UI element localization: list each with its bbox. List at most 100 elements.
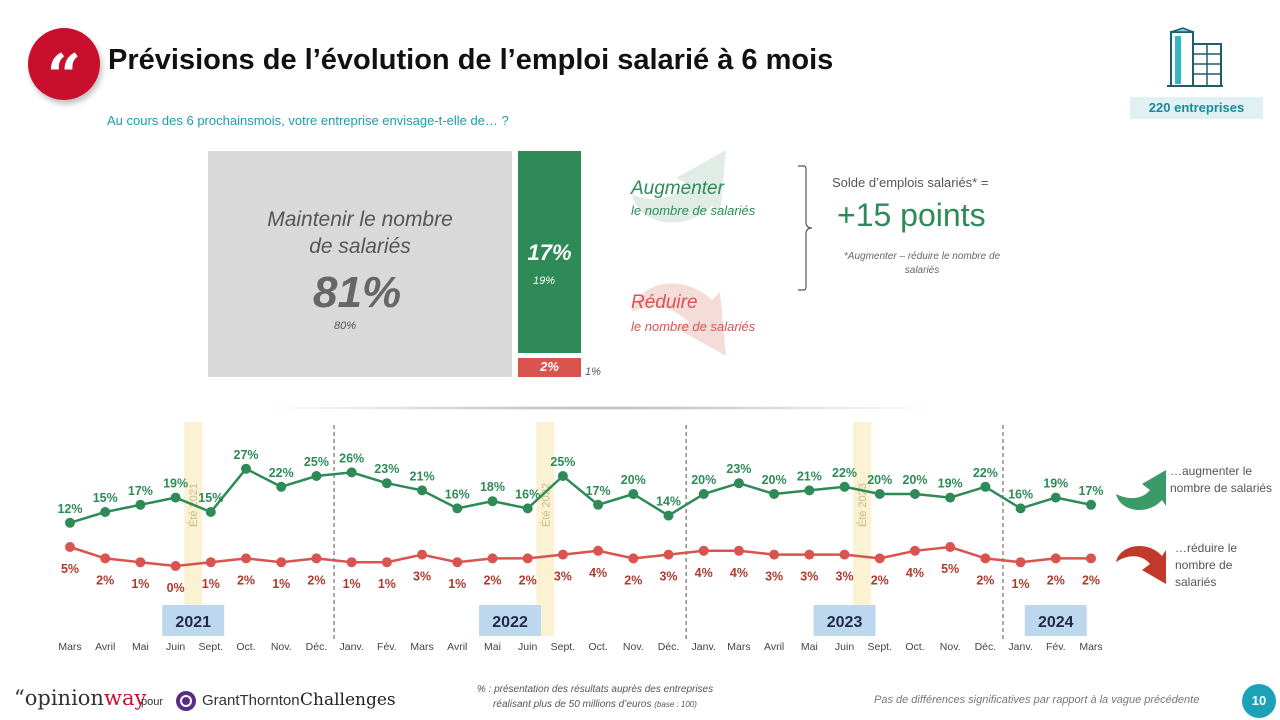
decrease-data-label: 1% [378,577,396,591]
decrease-line [69,545,1091,568]
increase-data-label: 16% [445,487,470,501]
decrease-data-label: 3% [413,570,431,584]
summer-label: Été 2023 [856,483,869,527]
increase-data-label: 20% [621,473,646,487]
summer-band [853,422,872,636]
month-tick-label: Avril [447,641,467,653]
increase-data-label: 19% [163,477,188,491]
decrease-data-label: 3% [659,570,677,584]
quote-glyph: “ [46,42,82,112]
decrease-point [311,553,322,564]
logo-way: way [103,686,147,710]
increase-point [1050,492,1061,503]
balance-label: Solde d’emplois salariés* = [832,175,989,190]
month-tick-label: Mars [1079,641,1102,653]
decrease-bar [518,358,581,377]
increase-data-label: 20% [762,473,787,487]
month-tick-label: Nov. [271,641,292,653]
month-tick-label: Avril [764,641,784,653]
decrease-point [804,549,815,560]
decrease-data-label: 2% [519,573,537,587]
increase-point [698,489,709,499]
decrease-point [628,553,639,564]
month-tick-label: Juin [166,641,185,653]
decrease-point [522,553,533,564]
maintain-label: Maintenir le nombre de salariés [208,206,512,260]
increase-point [628,489,639,499]
increase-data-label: 26% [339,451,364,465]
grant-thornton-logo: GrantThornton [202,692,300,709]
decrease-data-label: 1% [272,577,290,591]
legend-arrow-down-icon [1116,545,1166,584]
increase-point [135,499,146,510]
building-icon [1167,27,1223,87]
increase-data-label: 22% [973,466,998,480]
decrease-point [170,561,181,571]
month-tick-label: Sept. [867,641,892,653]
month-tick-label: Fév. [1046,641,1066,653]
increase-data-label: 20% [902,473,927,487]
increase-point [452,503,463,514]
decrease-point [1015,557,1026,568]
year-label: 2021 [175,614,211,631]
challenges-logo: Challenges [300,690,396,710]
month-tick-label: Sept. [551,641,576,653]
increase-point [276,481,287,492]
increase-point [909,489,920,499]
decrease-point [241,553,252,564]
decrease-data-label: 3% [800,570,818,584]
decrease-point [874,553,885,564]
decrease-point [1086,553,1096,564]
decrease-data-label: 2% [237,573,255,587]
logo-opinion: opinion [24,686,104,710]
decrease-data-label: 1% [343,577,361,591]
year-label: 2022 [492,614,528,631]
increase-data-label: 25% [550,455,575,469]
decrease-point [557,549,568,560]
increase-point [487,496,498,507]
decrease-data-label: 2% [483,573,501,587]
maintain-label-line1: Maintenir le nombre [267,208,453,231]
increase-point [769,489,780,499]
maintain-bar [208,151,512,377]
curved-arrow-down-icon [632,283,726,356]
increase-data-label: 25% [304,455,329,469]
month-tick-label: Déc. [975,641,997,653]
month-tick-label: Mars [58,641,81,653]
page-number: 10 [1242,684,1276,718]
increase-data-label: 17% [128,484,153,498]
footnote-line2: réalisant plus de 50 millions d’euros [493,699,652,710]
decrease-point [100,553,111,564]
increase-title: Augmenter [631,178,724,199]
summer-band [184,422,203,636]
decrease-point [205,557,216,568]
decrease-data-label: 1% [131,577,149,591]
decrease-data-label: 2% [624,573,642,587]
increase-value: 17% [527,240,572,265]
increase-data-label: 22% [832,466,857,480]
decrease-data-label: 3% [554,570,572,584]
increase-previous: 19% [533,275,556,287]
increase-data-label: 21% [410,469,435,483]
increase-line [69,467,1092,524]
page-title: Prévisions de l’évolution de l’emploi sa… [108,44,834,76]
increase-point [663,510,674,521]
logo-quote: “ [14,686,25,710]
month-tick-label: Avril [95,641,115,653]
increase-data-label: 19% [938,477,963,491]
month-tick-label: Nov. [940,641,961,653]
increase-point [980,481,991,492]
decrease-point [346,557,357,568]
increase-point [205,507,216,517]
decrease-data-label: 1% [1012,577,1030,591]
decrease-data-label: 2% [307,573,325,587]
decrease-data-label: 1% [202,577,220,591]
increase-data-label: 27% [234,448,259,462]
decrease-point [381,557,392,568]
increase-point [593,499,604,510]
year-label: 2023 [827,614,863,631]
month-tick-label: Mai [801,641,818,653]
section-divider [250,406,950,410]
maintain-label-line2: de salariés [309,235,411,258]
